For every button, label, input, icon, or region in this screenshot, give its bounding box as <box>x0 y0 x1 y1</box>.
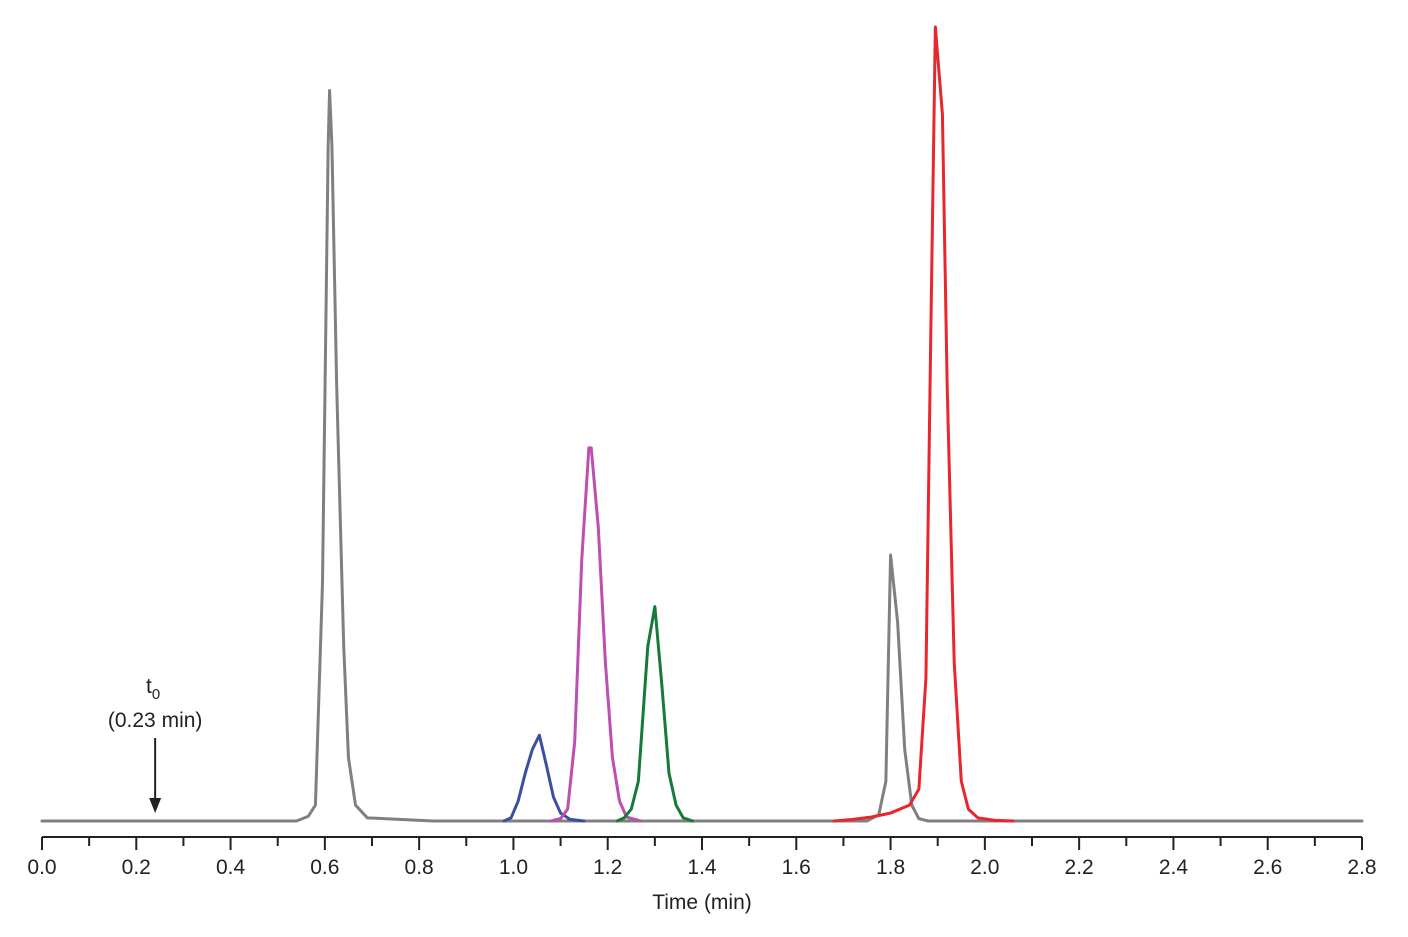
x-tick-label: 1.8 <box>876 856 905 879</box>
x-tick-label: 1.4 <box>687 856 717 879</box>
x-tick-label: 2.0 <box>970 856 999 879</box>
x-tick-label: 0.6 <box>310 856 339 879</box>
series-line-4 <box>615 605 695 823</box>
x-tick-label: 2.4 <box>1159 856 1189 879</box>
annotations: t0 (0.23 min) <box>108 675 203 813</box>
x-axis-title: Time (min) <box>652 891 752 914</box>
series-line-1 <box>40 89 1364 823</box>
x-tick-label: 1.6 <box>782 856 811 879</box>
x-tick-label: 0.8 <box>405 856 434 879</box>
t0-label: t0 <box>146 675 160 703</box>
x-ticks: 0.0 0.2 0.4 0.6 0.8 1.0 1.2 1.4 1.6 1.8 2.0 2.2 2.4 2… <box>27 837 1377 879</box>
series-line-5 <box>832 25 1015 823</box>
x-tick-label: 1.2 <box>593 856 622 879</box>
series-layer <box>40 25 1364 823</box>
series-line-3 <box>549 446 643 823</box>
x-tick-label: 0.4 <box>216 856 246 879</box>
t0-annotation: t0 (0.23 min) <box>108 675 203 813</box>
x-tick-label: 2.6 <box>1253 856 1282 879</box>
x-tick-label: 0.0 <box>27 856 56 879</box>
t0-time-label: (0.23 min) <box>108 709 203 732</box>
x-tick-label: 0.2 <box>122 856 151 879</box>
x-tick-label: 2.2 <box>1065 856 1094 879</box>
t0-arrow-head <box>149 798 162 813</box>
x-tick-label: 1.0 <box>499 856 528 879</box>
x-tick-label: 2.8 <box>1347 856 1376 879</box>
